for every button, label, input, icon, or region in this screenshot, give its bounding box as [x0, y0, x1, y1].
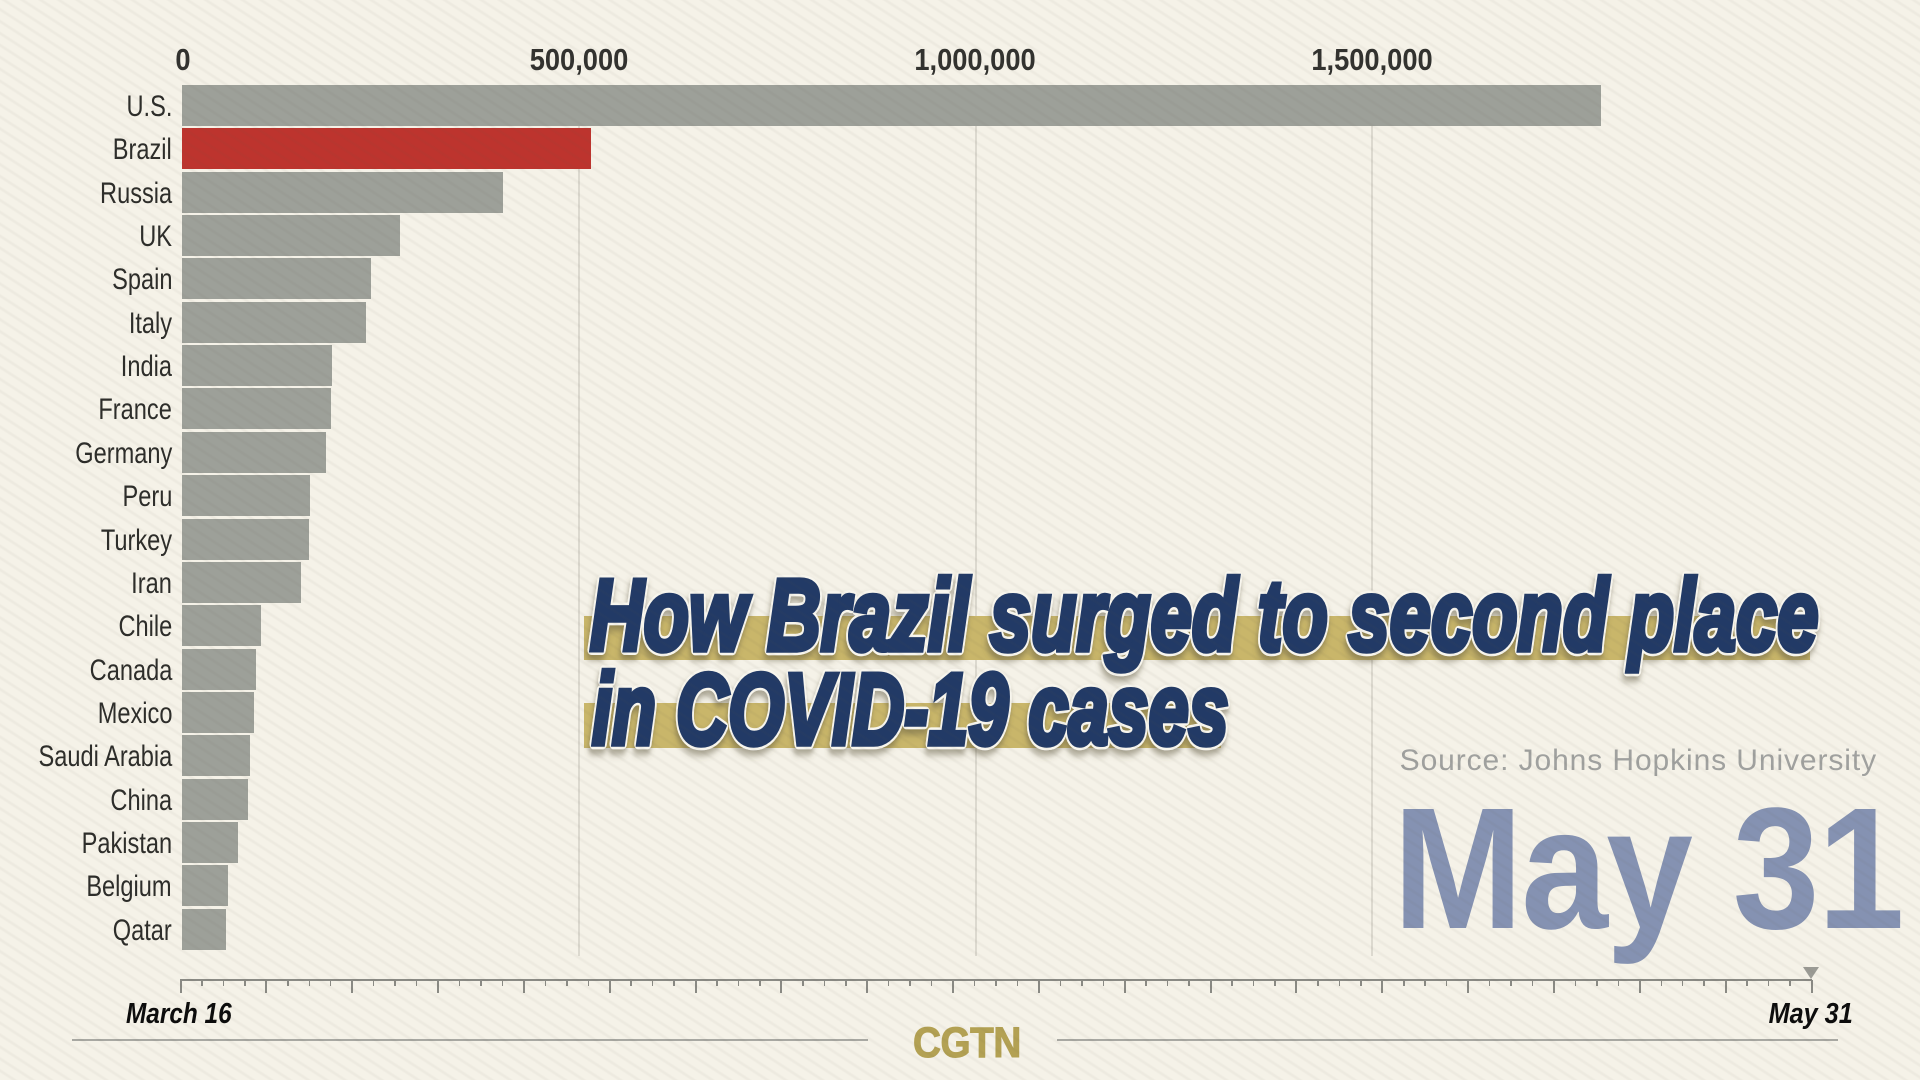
svg-text:in COVID-19 cases: in COVID-19 cases	[592, 653, 1229, 766]
svg-text:How Brazil surged to second pl: How Brazil surged to second place	[590, 559, 1818, 672]
svg-text:in COVID-19 cases: in COVID-19 cases	[592, 653, 1229, 766]
svg-text:How Brazil surged to second pl: How Brazil surged to second place	[590, 559, 1818, 672]
